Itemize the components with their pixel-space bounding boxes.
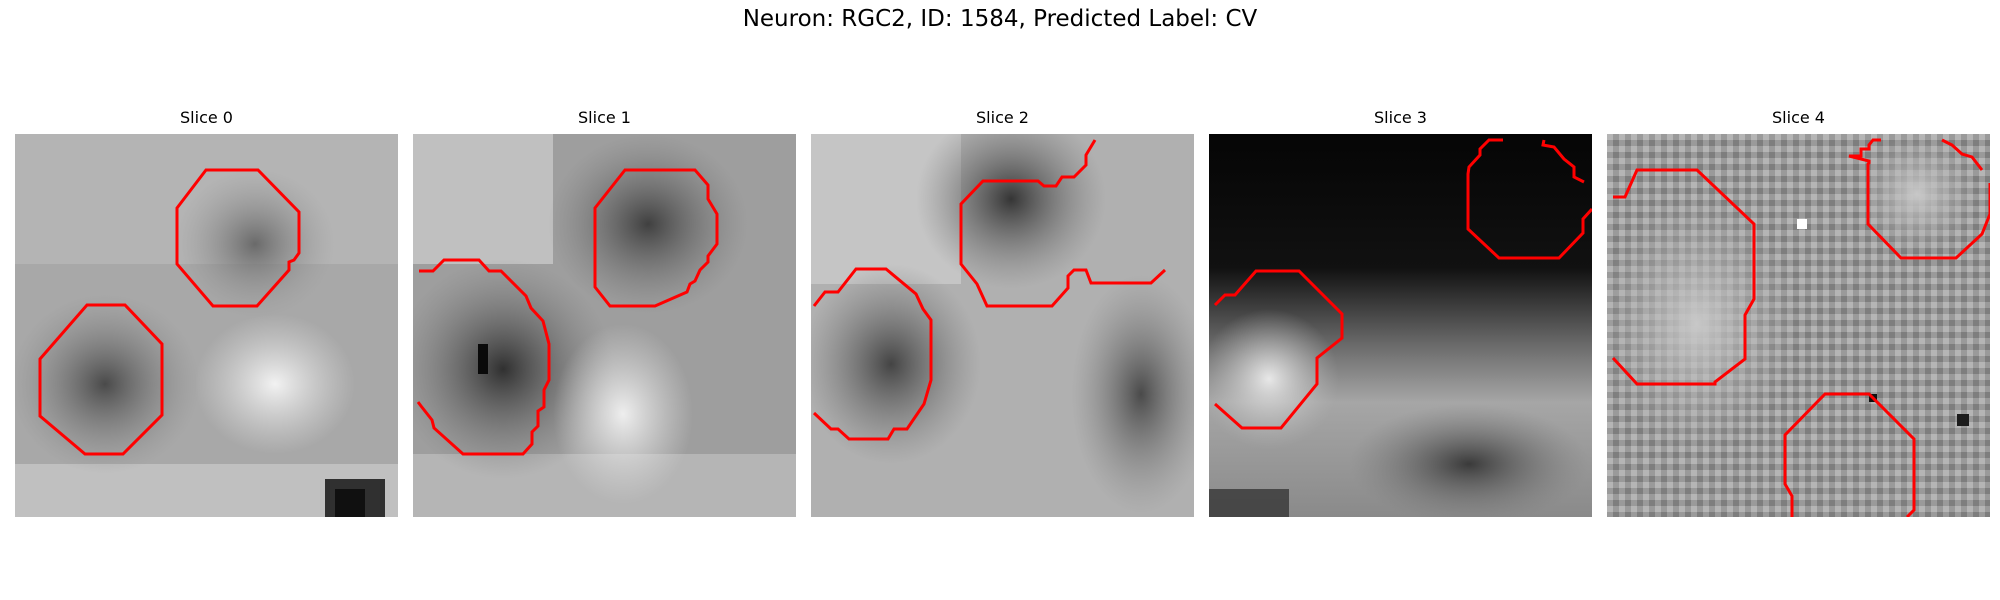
slice-title-4: Slice 4 (1772, 108, 1825, 127)
figure-title: Neuron: RGC2, ID: 1584, Predicted Label:… (742, 6, 1258, 32)
slice-image-3 (1209, 134, 1592, 517)
slice-panel-4: Slice 4 (1607, 108, 1990, 520)
slice-image-1 (413, 134, 796, 517)
slice-image-2 (811, 134, 1194, 517)
slice-image-0 (15, 134, 398, 517)
slice-title-1: Slice 1 (578, 108, 631, 127)
slice-panel-1: Slice 1 (413, 108, 796, 520)
slice-title-3: Slice 3 (1374, 108, 1427, 127)
slice-title-0: Slice 0 (180, 108, 233, 127)
slice-image-4 (1607, 134, 1990, 517)
slice-panel-0: Slice 0 (15, 108, 398, 520)
slice-panel-3: Slice 3 (1209, 108, 1592, 520)
slice-title-2: Slice 2 (976, 108, 1029, 127)
slice-panel-2: Slice 2 (811, 108, 1194, 520)
